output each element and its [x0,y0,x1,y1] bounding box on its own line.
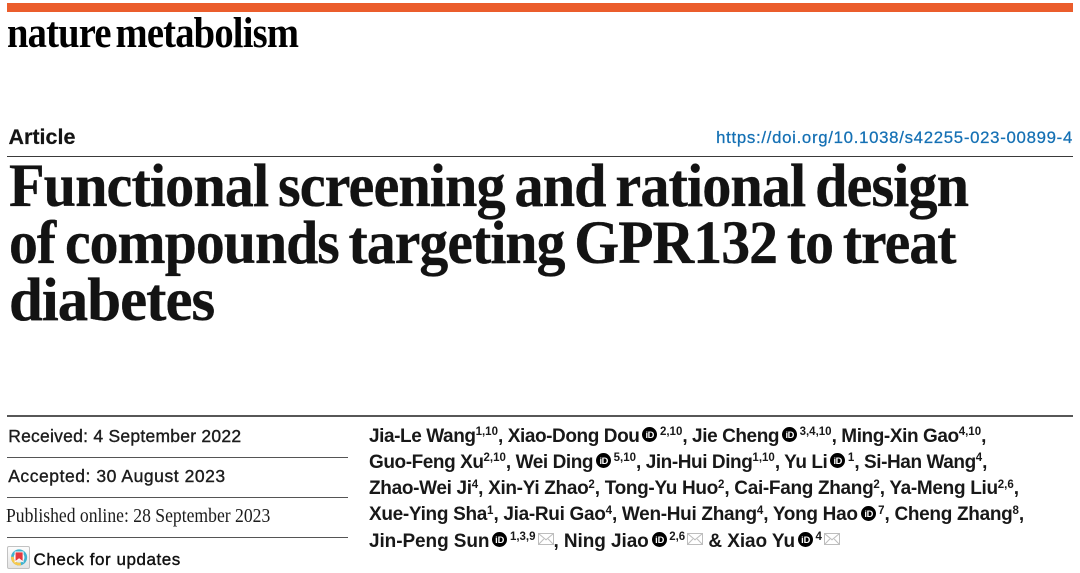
svg-text:iD: iD [655,535,665,545]
svg-text:iD: iD [786,430,795,440]
svg-text:iD: iD [496,535,506,545]
svg-text:iD: iD [600,456,609,466]
svg-text:iD: iD [864,509,873,519]
svg-text:iD: iD [834,456,843,466]
svg-text:iD: iD [646,430,655,440]
svg-text:iD: iD [801,535,811,545]
